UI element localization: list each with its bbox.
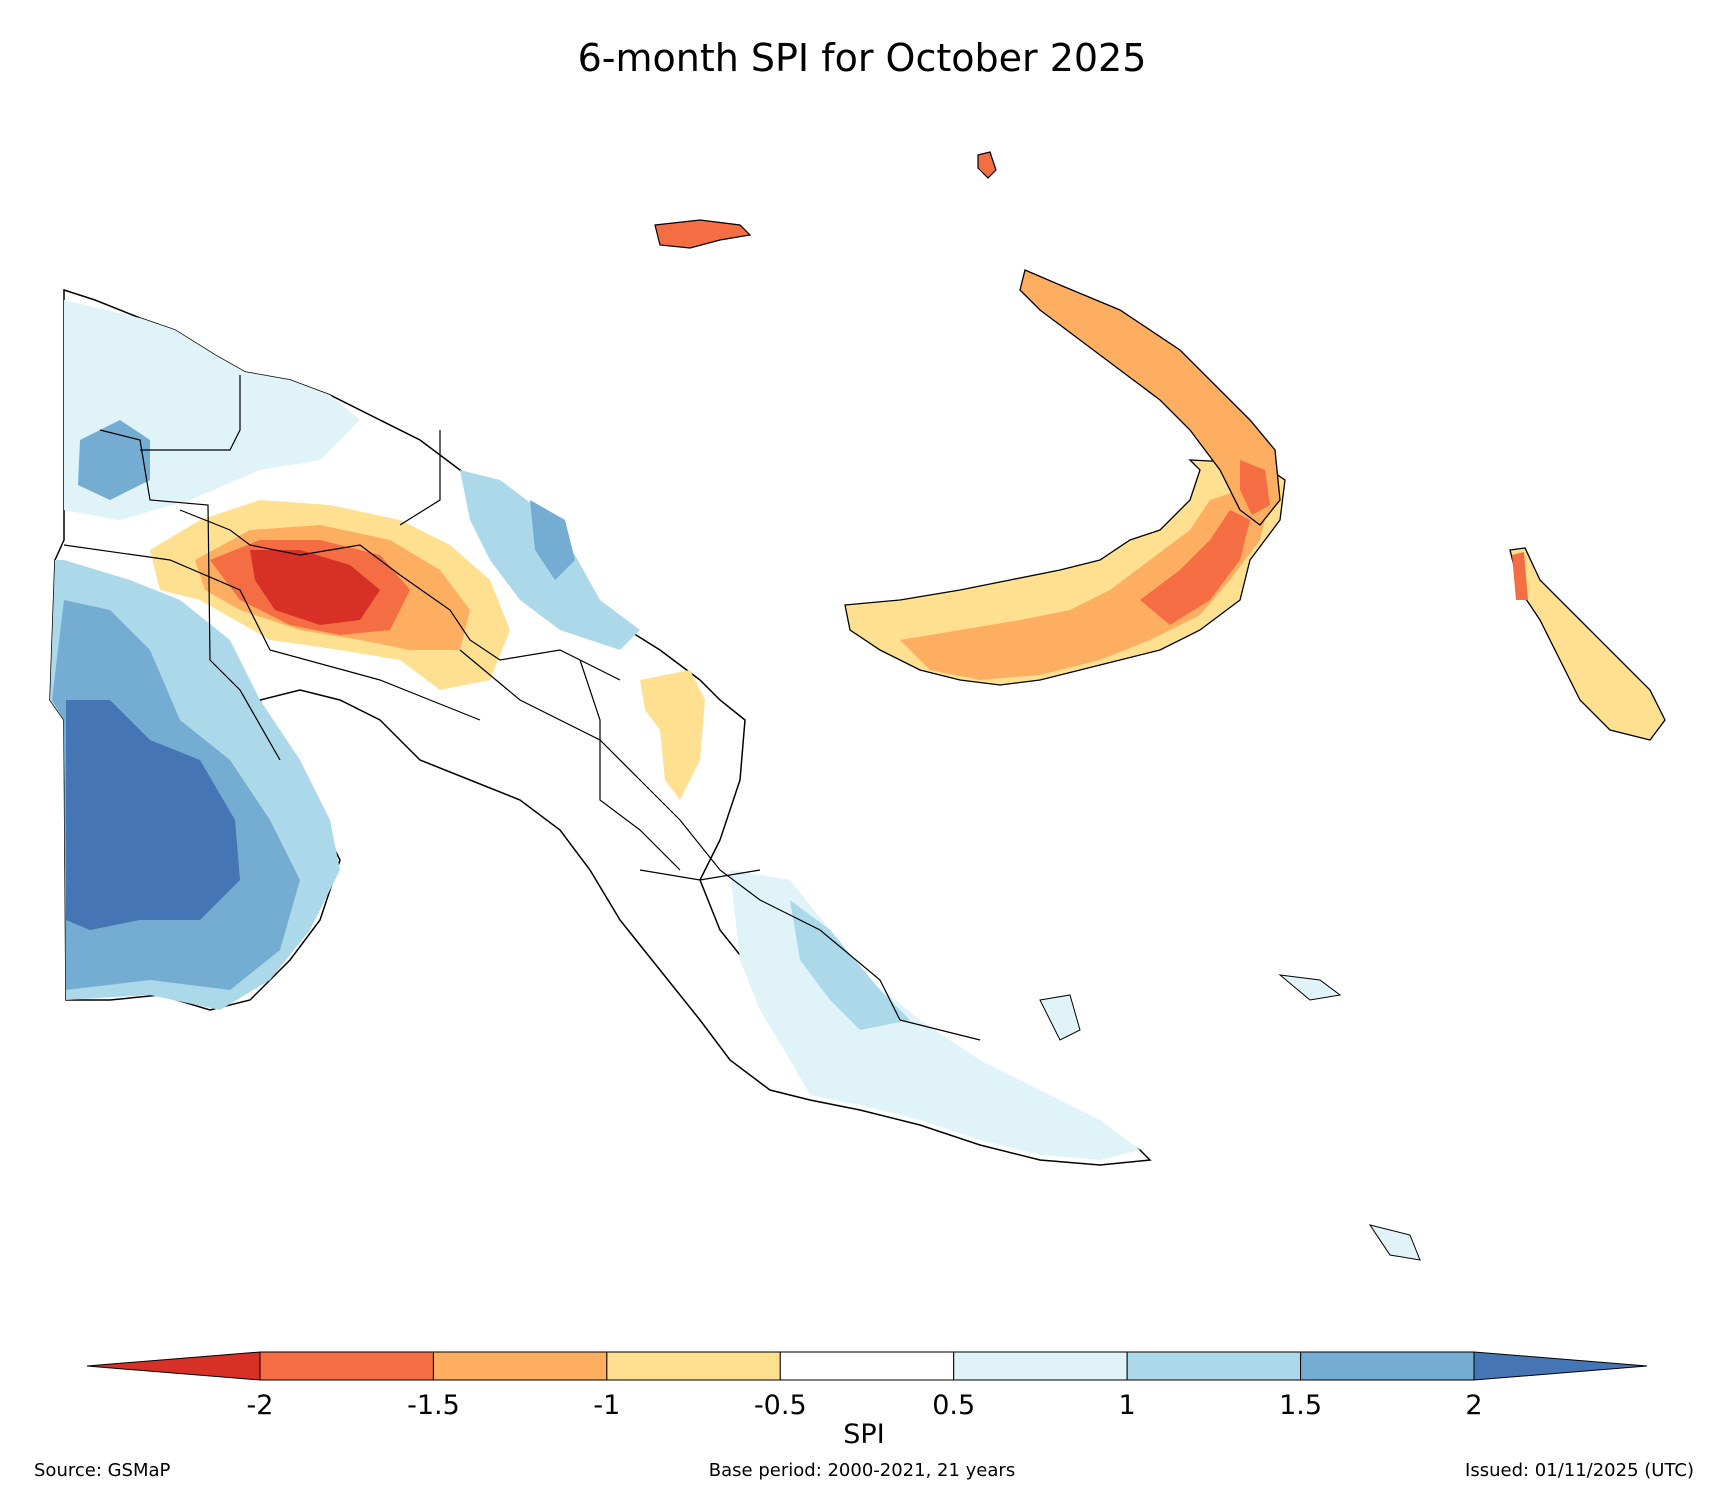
northwest-wet-core: [78, 420, 150, 500]
colorbar-bin: [953, 1351, 1128, 1381]
province-borders: [63, 375, 981, 1041]
highlands-dry-extreme: [250, 550, 380, 625]
new-ireland-outline: [1019, 269, 1281, 526]
morobe-dry-strip: [640, 670, 705, 800]
colorbar-arrow-low: [86, 1351, 261, 1381]
new-britain-dry-severe: [900, 490, 1270, 680]
colorbar-tick-label: 1.5: [1279, 1390, 1322, 1421]
colorbar-bin: [1300, 1351, 1475, 1381]
colorbar-bin: [1126, 1351, 1302, 1381]
colorbar-title: SPI: [843, 1419, 884, 1450]
southeast-wet-region: [730, 870, 1140, 1160]
colorbar-bin: [779, 1351, 955, 1381]
colorbar-tick-label: -0.5: [754, 1390, 807, 1421]
northern-small-island: [977, 151, 997, 179]
source-label: Source: GSMaP: [34, 1460, 171, 1481]
colorbar-bin: [432, 1351, 608, 1381]
colorbar-tick-label: 1: [1119, 1390, 1136, 1421]
page-title: 6-month SPI for October 2025: [577, 36, 1147, 80]
north-coast-wet-core: [530, 500, 575, 580]
milne-bay-islands: [1039, 974, 1421, 1261]
mainland-png: [49, 288, 1152, 1166]
colorbar-bin: [259, 1351, 434, 1381]
colorbar-tick-label: -2: [247, 1390, 274, 1421]
bougainville-dry-very-severe: [1512, 552, 1528, 600]
bougainville: [1509, 547, 1666, 741]
colorbar-tick-label: 2: [1465, 1390, 1482, 1421]
new-britain-outline: [844, 459, 1286, 686]
colorbar-arrow-high: [1473, 1351, 1648, 1381]
colorbar-tick-label: -1.5: [407, 1390, 460, 1421]
new-britain: [844, 459, 1286, 686]
bougainville-outline: [1509, 547, 1666, 741]
manus-island: [654, 219, 752, 249]
new-ireland: [1019, 269, 1281, 526]
base-period-label: Base period: 2000-2021, 21 years: [708, 1460, 1016, 1481]
west-wet-region-high: [66, 700, 240, 930]
colorbar-tick-label: 0.5: [932, 1390, 975, 1421]
new-britain-dry-very-severe: [1140, 510, 1250, 625]
colorbar: -2 -1.5 -1 -0.5 0.5 1 1.5 2 SPI: [86, 1351, 1648, 1450]
colorbar-tick-label: -1: [593, 1390, 620, 1421]
colorbar-bin: [606, 1351, 781, 1381]
southeast-wet-core: [790, 900, 910, 1030]
issued-label: Issued: 01/11/2025 (UTC): [1465, 1460, 1694, 1481]
new-ireland-dry-extreme-tip: [1240, 460, 1270, 515]
